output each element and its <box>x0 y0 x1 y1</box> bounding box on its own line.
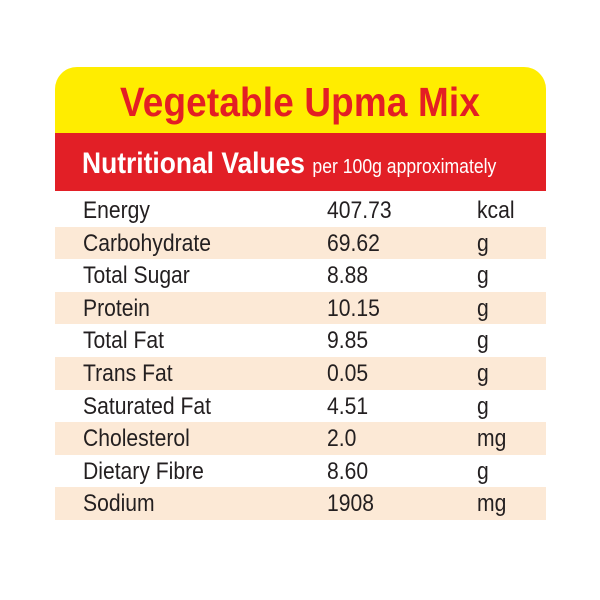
subtitle: Nutritional Values per 100g approximatel… <box>82 147 496 181</box>
table-row: Sodium 1908 mg <box>55 487 546 520</box>
nutrient-unit: mg <box>477 490 507 518</box>
nutrient-unit: g <box>477 294 489 322</box>
nutrient-name: Total Fat <box>83 327 165 355</box>
nutrient-value: 2.0 <box>327 425 357 453</box>
nutrient-name: Energy <box>83 197 150 224</box>
product-title: Vegetable Upma Mix <box>120 78 481 125</box>
nutrient-unit: g <box>477 229 489 257</box>
nutrient-name: Total Sugar <box>83 262 190 290</box>
table-row: Total Sugar 8.88 g <box>55 259 546 292</box>
nutrient-unit: g <box>477 392 489 420</box>
subtitle-note: per 100g approximately <box>312 156 497 178</box>
nutrient-name: Carbohydrate <box>83 229 211 257</box>
table-row: Cholesterol 2.0 mg <box>55 422 546 455</box>
nutrient-name: Sodium <box>83 490 155 518</box>
subtitle-band: Nutritional Values per 100g approximatel… <box>55 133 546 191</box>
title-band: Vegetable Upma Mix <box>55 67 546 133</box>
nutrient-unit: mg <box>477 425 507 453</box>
nutrient-name: Protein <box>83 294 150 322</box>
nutrient-value: 10.15 <box>327 294 380 322</box>
nutrient-unit: g <box>477 327 489 355</box>
nutrient-unit: g <box>477 457 489 485</box>
table-row: Energy 407.73 kcal <box>55 194 546 227</box>
nutrient-name: Dietary Fibre <box>83 457 204 485</box>
table-row: Saturated Fat 4.51 g <box>55 390 546 423</box>
nutrition-label: Vegetable Upma Mix Nutritional Values pe… <box>55 67 546 524</box>
subtitle-heading: Nutritional Values <box>82 147 305 180</box>
nutrient-value: 407.73 <box>327 197 392 224</box>
nutrient-name: Saturated Fat <box>83 392 211 420</box>
nutrient-value: 69.62 <box>327 229 380 257</box>
nutrient-value: 8.88 <box>327 262 369 290</box>
nutrient-name: Trans Fat <box>83 359 173 387</box>
table-row: Dietary Fibre 8.60 g <box>55 455 546 488</box>
table-row: Carbohydrate 69.62 g <box>55 226 546 260</box>
nutrient-value: 1908 <box>327 490 374 518</box>
table-row: Total Fat 9.85 g <box>55 324 546 357</box>
nutrient-unit: kcal <box>477 197 515 224</box>
table-row: Protein 10.15 g <box>55 291 546 325</box>
nutrition-table: Energy 407.73 kcal Carbohydrate 69.62 g … <box>55 194 546 520</box>
nutrient-value: 0.05 <box>327 359 369 387</box>
nutrient-value: 9.85 <box>327 327 369 355</box>
nutrient-value: 8.60 <box>327 457 369 485</box>
nutrient-unit: g <box>477 262 489 290</box>
nutrient-value: 4.51 <box>327 392 369 420</box>
nutrient-unit: g <box>477 359 489 387</box>
table-row: Trans Fat 0.05 g <box>55 356 546 390</box>
nutrient-name: Cholesterol <box>83 425 190 453</box>
